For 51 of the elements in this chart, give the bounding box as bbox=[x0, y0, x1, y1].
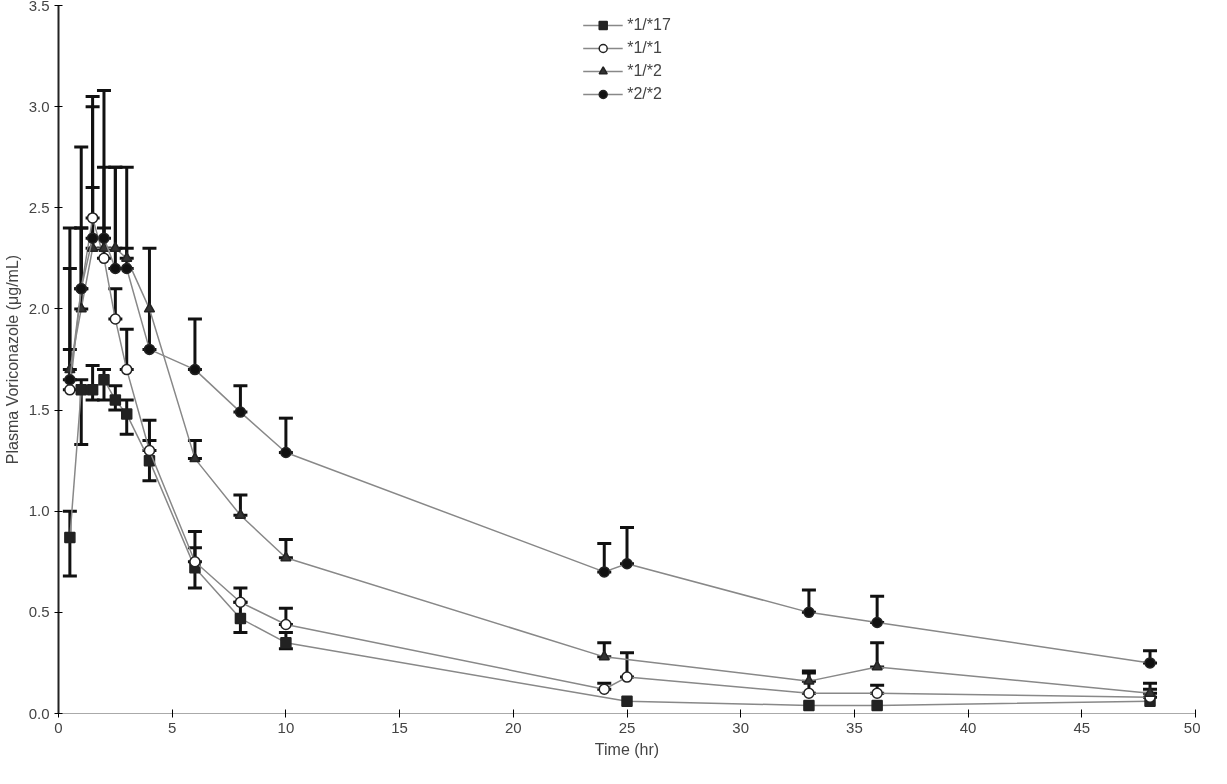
x-tick-label: 20 bbox=[504, 718, 522, 736]
point bbox=[234, 612, 247, 625]
y-tick-label: 0.5 bbox=[28, 603, 50, 621]
point bbox=[75, 384, 87, 396]
point bbox=[871, 660, 883, 671]
point bbox=[64, 531, 76, 544]
point bbox=[234, 508, 247, 519]
point bbox=[871, 616, 883, 629]
point bbox=[189, 363, 201, 376]
y-tick-label: 0.0 bbox=[28, 704, 50, 722]
legend-label: *1/*17 bbox=[627, 16, 671, 34]
x-tick-label: 50 bbox=[1183, 718, 1201, 736]
point bbox=[280, 636, 292, 649]
x-tick-label: 35 bbox=[846, 718, 863, 736]
point bbox=[598, 566, 611, 578]
y-tick-label: 1.5 bbox=[28, 401, 50, 419]
point bbox=[803, 699, 815, 712]
y-tick-label: 2.0 bbox=[28, 299, 50, 317]
x-tick-label: 10 bbox=[277, 718, 295, 736]
point bbox=[143, 302, 156, 313]
y-axis-title: Plasma Voriconazole (μg/mL) bbox=[3, 254, 21, 465]
point bbox=[120, 408, 133, 420]
y-tick-label: 3.0 bbox=[28, 97, 50, 115]
point bbox=[803, 606, 815, 619]
x-tick-label: 25 bbox=[618, 718, 636, 736]
point bbox=[98, 373, 110, 386]
point bbox=[143, 343, 156, 356]
x-tick-label: 40 bbox=[959, 718, 977, 736]
x-tick-label: 30 bbox=[732, 718, 750, 736]
point bbox=[234, 406, 247, 418]
point bbox=[109, 394, 122, 406]
point bbox=[871, 699, 883, 712]
point bbox=[280, 446, 292, 459]
point bbox=[621, 558, 633, 570]
point bbox=[621, 695, 633, 708]
point bbox=[280, 551, 292, 562]
y-tick-label: 1.0 bbox=[28, 502, 50, 520]
y-tick-label: 2.5 bbox=[28, 198, 50, 216]
x-tick-label: 0 bbox=[54, 718, 63, 736]
x-tick-label: 45 bbox=[1073, 718, 1091, 736]
x-tick-label: 15 bbox=[391, 718, 408, 736]
legend-label: *1/*1 bbox=[627, 39, 662, 57]
y-tick-label: 3.5 bbox=[28, 0, 50, 14]
legend-label: *1/*2 bbox=[627, 62, 662, 80]
point bbox=[598, 650, 611, 661]
x-tick-label: 5 bbox=[168, 718, 177, 736]
point bbox=[86, 384, 99, 396]
legend-label: *2/*2 bbox=[627, 85, 662, 103]
point bbox=[1144, 657, 1156, 669]
point bbox=[189, 452, 201, 463]
x-axis-title: Time (hr) bbox=[594, 740, 660, 758]
